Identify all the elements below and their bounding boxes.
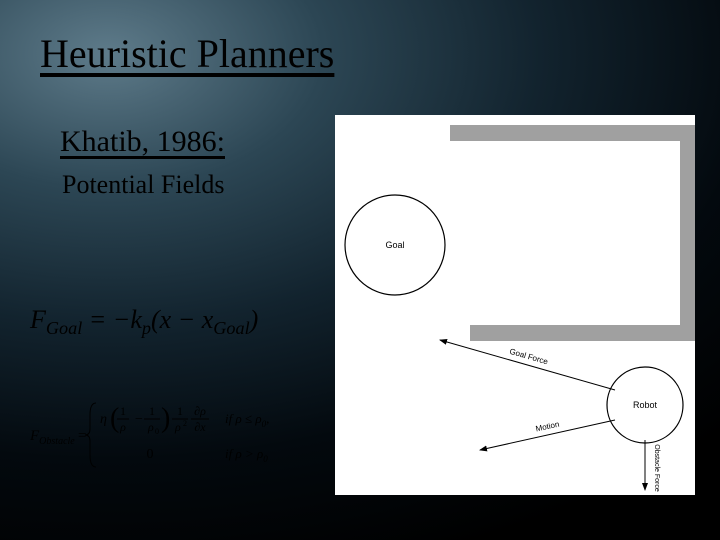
eq-obs-if2s: 0 bbox=[263, 454, 268, 464]
eq-goal-eq: = −k bbox=[82, 305, 142, 334]
diagram-panel: Goal Robot Goal Force Motion Obstacle Fo… bbox=[335, 115, 695, 495]
svg-text:if ρ > ρ0: if ρ > ρ0 bbox=[225, 446, 268, 464]
svg-text:−: − bbox=[135, 412, 143, 427]
goal-force-arrow bbox=[440, 340, 615, 390]
eq-goal-sub: Goal bbox=[46, 318, 82, 338]
eq-obs-rhosq: ρ bbox=[174, 420, 181, 434]
eq-obs-rho1: ρ bbox=[119, 420, 126, 434]
eq-obs-if2: if ρ > ρ bbox=[225, 446, 263, 461]
eq-goal-close: ) bbox=[250, 305, 259, 334]
obstacle-force-label: Obstacle Force bbox=[653, 444, 660, 492]
slide-title: Heuristic Planners bbox=[40, 30, 334, 77]
eq-obs-1b: 1 bbox=[149, 404, 155, 418]
eq-goal-open: (x − x bbox=[151, 305, 213, 334]
motion-label: Motion bbox=[535, 420, 560, 434]
svg-text:): ) bbox=[161, 403, 170, 434]
robot-label: Robot bbox=[633, 400, 658, 410]
svg-text:FObstacle: FObstacle bbox=[30, 428, 75, 447]
eq-obs-dx: ∂x bbox=[194, 420, 206, 434]
eq-obs-rho0: ρ bbox=[147, 420, 154, 434]
eq-obs-if1t: , bbox=[266, 411, 269, 426]
svg-text:if ρ ≤ ρ0,: if ρ ≤ ρ0, bbox=[225, 411, 269, 429]
svg-text:=: = bbox=[78, 428, 86, 444]
eq-obs-drho: ∂ρ bbox=[194, 404, 206, 418]
eq-obs-1a: 1 bbox=[120, 404, 126, 418]
slide-subtitle2: Potential Fields bbox=[62, 170, 225, 200]
eq-obs-rhosqe: 2 bbox=[183, 419, 187, 428]
equation-goal: FGoal = −kp(x − xGoal) bbox=[30, 305, 258, 339]
eq-obs-if1: if ρ ≤ ρ bbox=[225, 411, 262, 426]
eq-obs-eta: η bbox=[100, 412, 107, 427]
goal-force-label: Goal Force bbox=[508, 347, 549, 367]
eq-goal-F: F bbox=[30, 305, 46, 334]
eq-obs-Fsub: Obstacle bbox=[39, 436, 75, 447]
eq-goal-xgoal: Goal bbox=[213, 318, 249, 338]
equation-obstacle: FObstacle = η ( 1 ρ − 1 ρ 0 ) 1 ρ 2 ∂ρ bbox=[30, 395, 320, 480]
eq-obs-zero: 0 bbox=[147, 447, 154, 462]
slide: Heuristic Planners Khatib, 1986: Potenti… bbox=[0, 0, 720, 540]
eq-obs-rho0s: 0 bbox=[155, 427, 159, 436]
slide-subtitle: Khatib, 1986: bbox=[60, 125, 225, 159]
obstacle-shape bbox=[450, 125, 695, 341]
eq-obs-1c: 1 bbox=[177, 404, 183, 418]
goal-label: Goal bbox=[385, 240, 404, 250]
eq-goal-kp: p bbox=[142, 318, 151, 338]
